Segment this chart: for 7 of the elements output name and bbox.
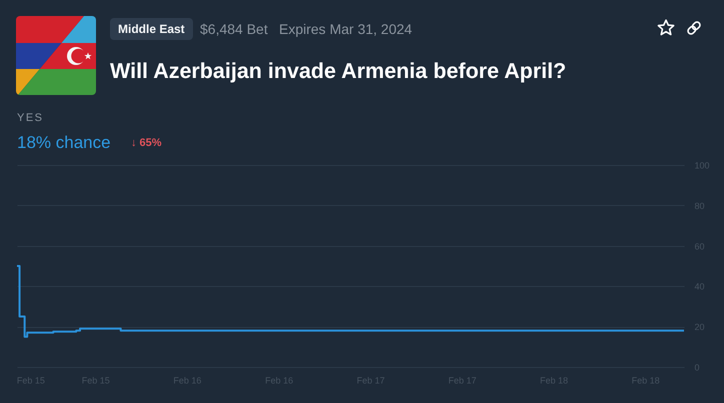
text: ↓ 65% bbox=[131, 137, 162, 149]
chart-title: Will Azerbaijan invade Armenia before April? bbox=[110, 59, 566, 83]
text: Expires Mar 31, 2024 bbox=[279, 21, 412, 37]
text: $6,484 Bet bbox=[200, 21, 268, 37]
text: YES bbox=[17, 112, 44, 124]
text: 18% chance bbox=[17, 133, 111, 152]
text: Middle East bbox=[110, 18, 193, 40]
